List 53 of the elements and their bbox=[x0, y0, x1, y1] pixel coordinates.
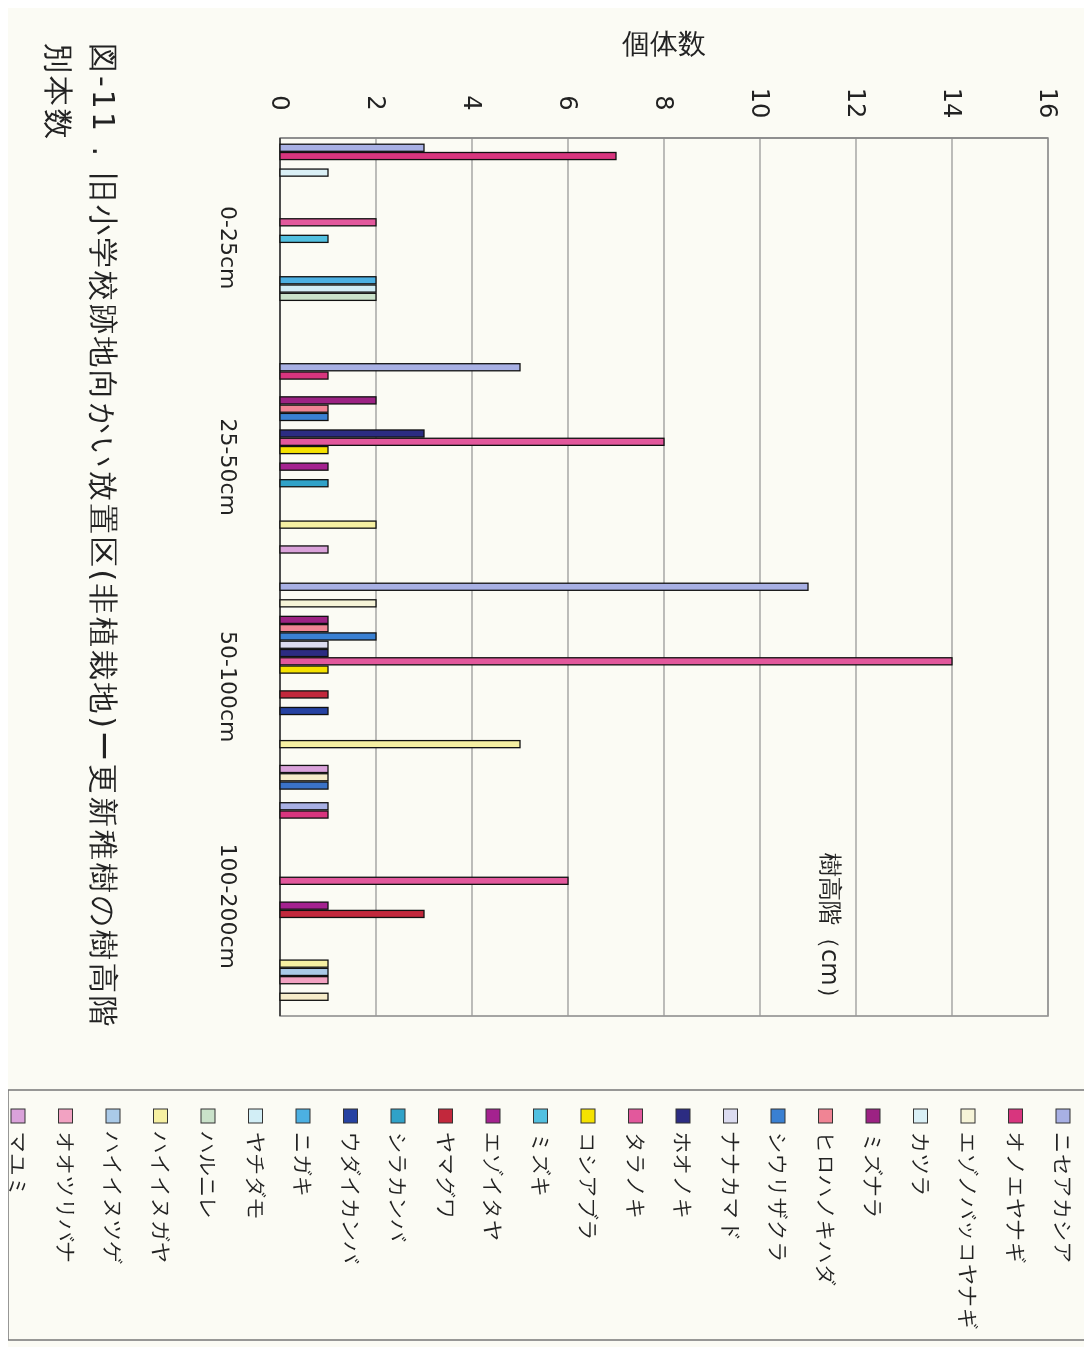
bar bbox=[279, 739, 521, 749]
text: 図-11 . 旧小学校跡地向かい放置区(非植栽地)ー更新稚樹の樹高階別本数 bbox=[41, 43, 121, 1030]
legend-label: ウダイカンバ bbox=[338, 1132, 363, 1264]
legend-label: ミズキ bbox=[528, 1132, 553, 1198]
x-tick-label: 4 bbox=[458, 95, 486, 111]
bar bbox=[279, 168, 329, 177]
y-tick-label: 100-200cm bbox=[215, 843, 241, 969]
legend-label: ナナカマド bbox=[718, 1132, 743, 1242]
y-tick-label: 50-100cm bbox=[215, 631, 241, 743]
legend-label: シラカンバ bbox=[386, 1132, 410, 1242]
bar bbox=[279, 462, 329, 471]
bar bbox=[279, 520, 377, 529]
x-axis-title: 個体数 bbox=[622, 27, 706, 60]
legend-label: マユミ bbox=[6, 1132, 30, 1198]
bar bbox=[279, 690, 329, 699]
x-tick-label: 0 bbox=[266, 95, 294, 111]
bar bbox=[279, 876, 569, 885]
legend-label: ニガキ bbox=[291, 1132, 315, 1198]
bar bbox=[279, 545, 329, 554]
legend-label: ハイイヌツゲ bbox=[101, 1131, 125, 1264]
bar bbox=[279, 234, 329, 244]
x-tick-label: 16 bbox=[1034, 87, 1062, 119]
legend-label: ホオノキ bbox=[671, 1132, 695, 1220]
x-tick-label: 14 bbox=[938, 87, 966, 119]
x-tick-label: 2 bbox=[362, 95, 390, 111]
x-tick-label: 8 bbox=[650, 95, 678, 111]
bar bbox=[279, 479, 329, 488]
legend-label: コシアブラ bbox=[576, 1132, 600, 1242]
bar bbox=[279, 218, 377, 227]
legend-label: オオツリバナ bbox=[53, 1132, 78, 1264]
legend-label: ヒロハノキハダ bbox=[813, 1132, 838, 1286]
legend-label: ニセアカシア bbox=[1051, 1132, 1075, 1264]
legend-label: エゾノバッコヤナギ bbox=[956, 1132, 980, 1330]
y-axis-title: 樹高階（cm） bbox=[816, 853, 844, 1010]
x-tick-label: 6 bbox=[554, 95, 582, 111]
legend-label: オノエヤナギ bbox=[1003, 1132, 1028, 1264]
bar bbox=[279, 706, 329, 716]
legend-label: エゾイタヤ bbox=[481, 1132, 505, 1242]
x-tick-label: 12 bbox=[842, 87, 870, 119]
legend-label: タラノキ bbox=[623, 1132, 648, 1220]
legend-label: ヤチダモ bbox=[243, 1132, 268, 1220]
legend-label: ミズナラ bbox=[861, 1132, 885, 1220]
legend-label: シウリザクラ bbox=[766, 1132, 790, 1264]
x-tick-label: 10 bbox=[746, 87, 774, 119]
y-tick-label: 25-50cm bbox=[215, 418, 241, 516]
bar bbox=[279, 582, 809, 591]
y-tick-label: 0-25cm bbox=[215, 206, 241, 290]
legend-label: ハルニレ bbox=[196, 1131, 220, 1220]
legend-label: カツラ bbox=[908, 1132, 933, 1198]
legend-label: ヤマグワ bbox=[433, 1132, 458, 1220]
legend-label: ハイイヌガヤ bbox=[148, 1131, 173, 1264]
bar bbox=[279, 992, 329, 1001]
bar bbox=[279, 599, 377, 608]
